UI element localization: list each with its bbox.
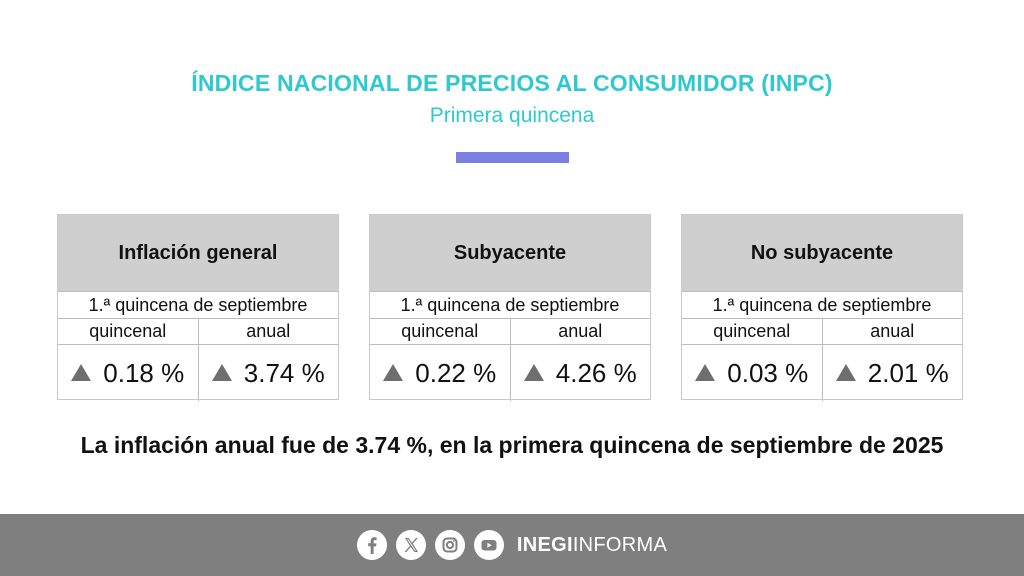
card-subyacente: Subyacente 1.ª quincena de septiembre qu… [369, 214, 651, 401]
triangle-up-icon [383, 363, 404, 381]
triangle-up-icon [211, 363, 232, 381]
value-text: 2.01 % [867, 357, 949, 388]
card-title: No subyacente [682, 215, 962, 291]
col-label-anual: anual [822, 319, 962, 345]
value-text: 3.74 % [243, 357, 325, 388]
col-label-quincenal: quincenal [682, 319, 823, 345]
col-label-quincenal: quincenal [58, 319, 199, 345]
facebook-icon[interactable] [356, 530, 387, 560]
value-text: 0.22 % [415, 357, 497, 388]
brand-bold: INEGI [516, 533, 573, 556]
instagram-icon[interactable] [434, 530, 465, 560]
brand-inegi-informa: INEGIINFORMA [517, 534, 667, 557]
card-title: Inflación general [58, 215, 338, 291]
page-subtitle: Primera quincena [429, 104, 595, 127]
triangle-up-icon [835, 363, 856, 381]
card-title: Subyacente [370, 215, 650, 291]
headline: La inflación anual fue de 3.74 %, en la … [80, 432, 944, 458]
value-quincenal: 0.18 % [58, 345, 199, 401]
card-period: 1.ª quincena de septiembre [58, 291, 338, 319]
value-text: 4.26 % [555, 357, 637, 388]
col-label-quincenal: quincenal [370, 319, 511, 345]
x-icon[interactable] [395, 530, 426, 560]
youtube-icon[interactable] [473, 530, 504, 560]
col-label-anual: anual [198, 319, 338, 345]
card-no-subyacente: No subyacente 1.ª quincena de septiembre… [681, 214, 963, 401]
value-anual: 4.26 % [511, 345, 651, 401]
value-quincenal: 0.22 % [370, 345, 511, 401]
page-title: ÍNDICE NACIONAL DE PRECIOS AL CONSUMIDOR… [191, 70, 833, 96]
footer-bar: INEGIINFORMA [0, 514, 1024, 576]
card-period: 1.ª quincena de septiembre [370, 291, 650, 319]
value-quincenal: 0.03 % [682, 345, 823, 401]
accent-bar [456, 152, 569, 163]
value-text: 0.03 % [727, 357, 809, 388]
triangle-up-icon [71, 363, 92, 381]
col-label-anual: anual [510, 319, 650, 345]
value-anual: 3.74 % [199, 345, 339, 401]
triangle-up-icon [523, 363, 544, 381]
value-anual: 2.01 % [823, 345, 963, 401]
card-period: 1.ª quincena de septiembre [682, 291, 962, 319]
value-text: 0.18 % [103, 357, 185, 388]
triangle-up-icon [695, 363, 716, 381]
card-inflacion-general: Inflación general 1.ª quincena de septie… [57, 214, 339, 401]
brand-light: INFORMA [572, 533, 668, 556]
